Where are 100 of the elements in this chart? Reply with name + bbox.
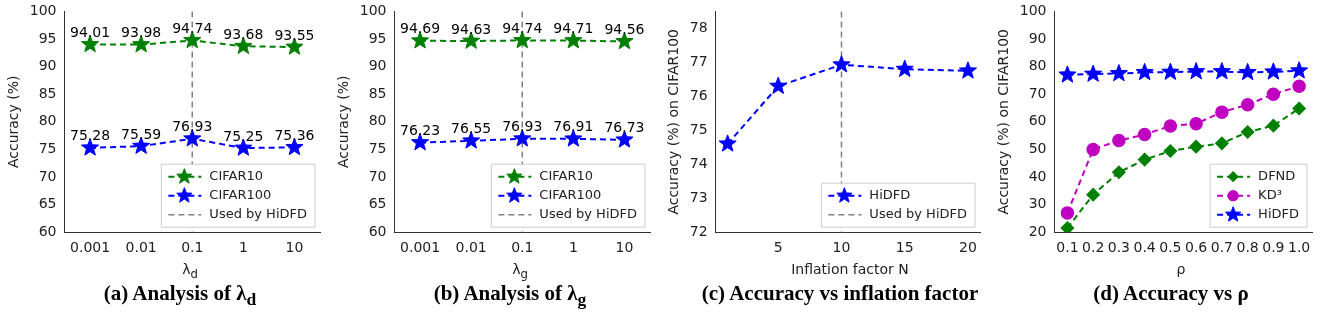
point [1163, 144, 1178, 158]
x-tick-label: 0.1 [181, 239, 204, 256]
x-tick-label: 20 [959, 239, 977, 256]
point [1189, 116, 1203, 131]
point [958, 61, 978, 79]
legend-label: KD³ [1258, 187, 1282, 203]
point [1266, 87, 1281, 101]
text: (a) Analysis of λ$_{d}$ [102, 280, 258, 312]
data-label: 75.59 [121, 125, 162, 142]
y-tick-label: 100 [1019, 2, 1047, 19]
x-tick-label: 0.7 [1210, 239, 1234, 256]
x-tick-label: 5 [773, 239, 783, 256]
x-tick-label: 0.8 [1236, 239, 1259, 256]
data-label: 75.28 [70, 127, 111, 144]
data-label: 76.55 [451, 120, 492, 137]
data-label: 75.25 [223, 127, 264, 144]
point [1135, 62, 1154, 81]
x-tick-label: 15 [895, 239, 914, 256]
data-label: 94.63 [451, 20, 492, 37]
y-tick-label: 60 [1028, 112, 1047, 129]
x-tick-label: 10 [832, 239, 851, 256]
point [1161, 62, 1180, 80]
y-tick-label: 60 [38, 222, 57, 239]
data-label: 94.74 [172, 20, 213, 37]
y-tick-label: 85 [368, 84, 387, 101]
point [1212, 62, 1231, 80]
y-tick-label: 100 [29, 2, 57, 19]
y-axis-title: Accuracy (%) on CIFAR100 [995, 28, 1012, 215]
data-label: 76.91 [553, 118, 594, 135]
data-label: 76.93 [502, 118, 543, 135]
point [1264, 62, 1283, 80]
x-tick-label: 10 [285, 239, 304, 256]
point [1109, 64, 1128, 82]
x-tick-label: 10 [615, 239, 634, 256]
x-axis-title: λ$_{d}$ [181, 260, 199, 281]
y-tick-label: 95 [38, 29, 57, 46]
x-tick-label: 1.0 [1287, 239, 1311, 256]
x-tick-label: 0.5 [1159, 239, 1182, 256]
x-axis-title: Inflation factor N [790, 260, 910, 279]
point [1290, 61, 1309, 79]
point [1060, 221, 1075, 233]
data-label: 94.69 [400, 20, 441, 37]
y-tick-label: 70 [38, 167, 57, 184]
legend-label: CIFAR100 [209, 187, 272, 203]
point [1215, 105, 1229, 119]
y-tick-label: 80 [1028, 57, 1047, 74]
data-label: 93.68 [223, 25, 264, 42]
point [1187, 62, 1206, 80]
y-tick-label: 72 [689, 222, 708, 239]
ref-line-label: Used by HiDFD [539, 206, 638, 222]
y-tick-label: 80 [38, 112, 57, 129]
x-tick-label: 0.01 [125, 239, 157, 256]
y-tick-label: 70 [368, 167, 387, 184]
y-tick-label: 75 [689, 120, 708, 137]
ref-line-label: Used by HiDFD [869, 206, 968, 222]
data-label: 94.56 [604, 21, 645, 38]
x-tick-label: 0.1 [511, 239, 534, 256]
y-tick-label: 78 [689, 19, 708, 36]
y-tick-label: 74 [689, 154, 708, 171]
legend-label: CIFAR100 [539, 187, 602, 203]
y-tick-label: 70 [1028, 84, 1047, 101]
y-tick-label: 30 [1028, 195, 1047, 212]
x-tick-label: 1 [238, 239, 248, 256]
y-tick-label: 95 [368, 29, 387, 46]
legend-label: DFND [1258, 168, 1296, 184]
x-tick-label: 0.001 [400, 239, 441, 256]
y-tick-label: 73 [689, 188, 708, 205]
point [832, 55, 851, 73]
y-axis-title: Accuracy (%) on CIFAR100 [665, 28, 682, 215]
point [1084, 64, 1103, 82]
legend-label: CIFAR10 [539, 168, 594, 184]
y-tick-label: 65 [38, 195, 57, 212]
x-tick-label: 0.9 [1262, 239, 1285, 256]
y-tick-label: 76 [689, 86, 708, 103]
y-tick-label: 50 [1028, 140, 1047, 157]
point [1137, 127, 1152, 142]
y-tick-label: 20 [1028, 222, 1047, 239]
y-tick-label: 100 [359, 2, 387, 19]
point [895, 59, 914, 77]
x-tick-label: 1 [568, 239, 578, 256]
x-tick-label: 0.1 [1056, 239, 1079, 256]
point [1292, 79, 1306, 93]
point [1060, 206, 1075, 220]
point [1238, 62, 1257, 81]
data-label: 76.23 [400, 122, 441, 139]
x-axis-title: λ$_{g}$ [511, 260, 529, 281]
point [1240, 97, 1255, 112]
y-axis-title: Accuracy (%) [335, 75, 352, 169]
x-tick-label: 0.2 [1082, 239, 1105, 256]
point [1215, 136, 1229, 151]
point [1086, 187, 1100, 202]
legend-label: CIFAR10 [209, 168, 264, 184]
y-tick-label: 90 [38, 57, 57, 74]
point [1137, 152, 1152, 167]
text: (b) Analysis of λ$_{g}$ [432, 281, 588, 312]
point [1189, 139, 1203, 154]
data-label: 76.93 [172, 118, 213, 135]
y-axis-title: Accuracy (%) [5, 75, 22, 169]
x-tick-label: 0.4 [1133, 239, 1156, 256]
point [1112, 133, 1126, 148]
